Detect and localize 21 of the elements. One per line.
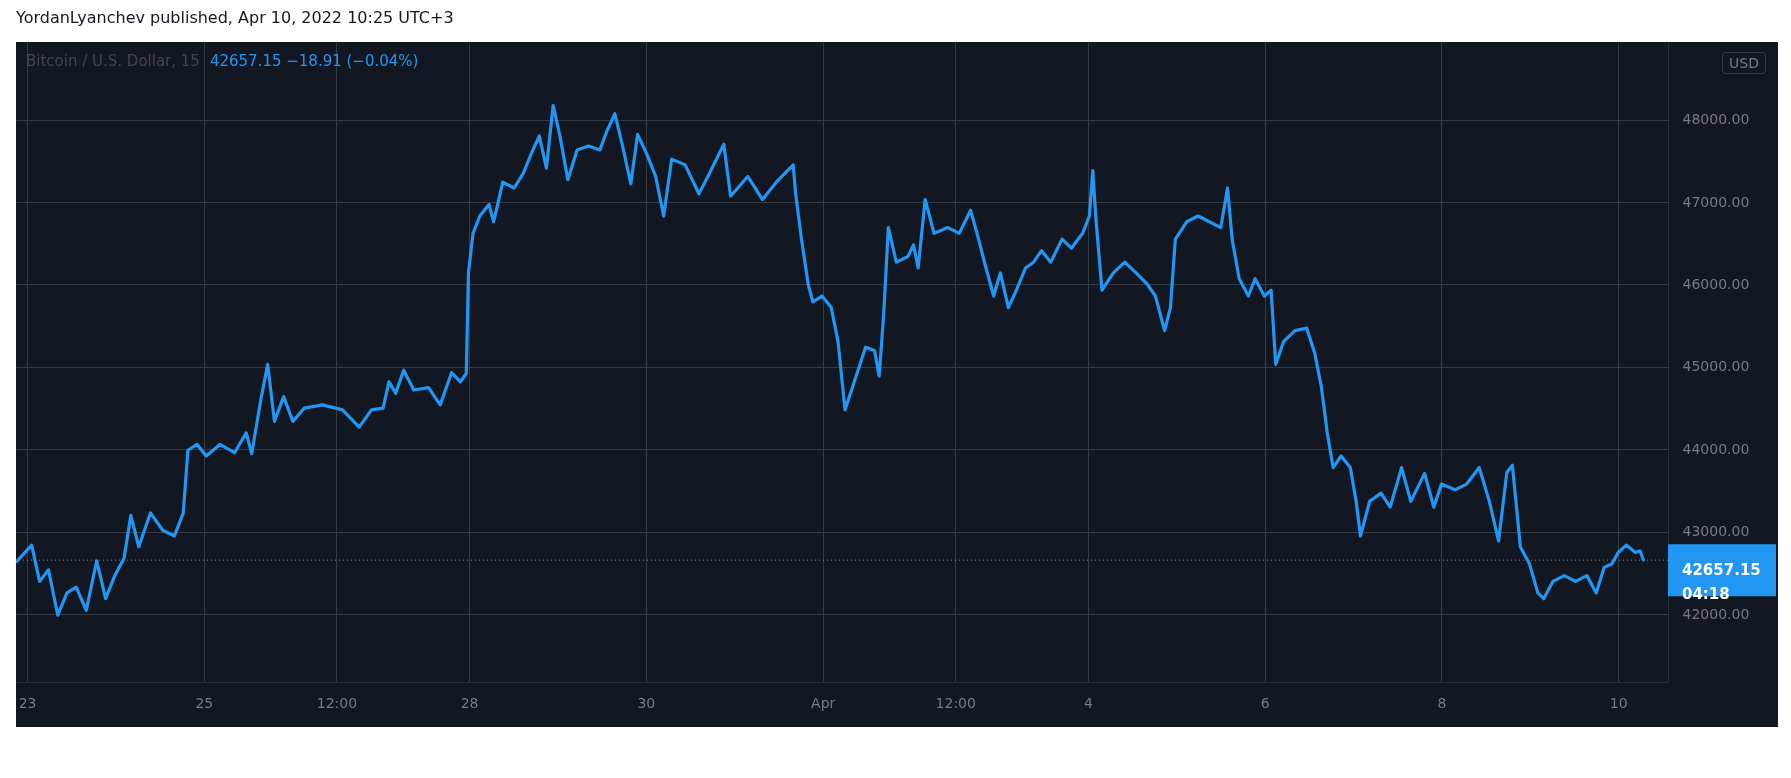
x-tick-label: 8 bbox=[1437, 694, 1447, 711]
y-tick-label: 44000.00 bbox=[1682, 440, 1750, 457]
x-tick-label: 25 bbox=[195, 694, 214, 711]
chart-title: YordanLyanchev published, Apr 10, 2022 10:25 UTC+3 bbox=[16, 8, 454, 27]
x-tick-label: 10 bbox=[1609, 694, 1628, 711]
x-tick-label: 23 bbox=[18, 694, 37, 711]
y-tick-label: 42000.00 bbox=[1682, 605, 1750, 622]
y-tick-label: 43000.00 bbox=[1682, 523, 1750, 540]
y-tick-label: 48000.00 bbox=[1682, 111, 1750, 128]
x-tick-label: 30 bbox=[637, 694, 656, 711]
x-tick-label: 12:00 bbox=[935, 694, 976, 711]
x-tick-label: 28 bbox=[460, 694, 479, 711]
y-tick-label: 45000.00 bbox=[1682, 358, 1750, 375]
x-tick-label: 4 bbox=[1083, 694, 1093, 711]
y-tick-label: 47000.00 bbox=[1682, 193, 1750, 210]
y-tick-label: 46000.00 bbox=[1682, 275, 1750, 292]
y-axis-title: USD bbox=[1722, 52, 1766, 74]
x-tick-label: Apr bbox=[811, 694, 836, 711]
x-tick-label: 12:00 bbox=[316, 694, 358, 711]
x-tick-label: 6 bbox=[1260, 694, 1270, 711]
annotation: 42657.15 −18.91 (−0.04%) bbox=[209, 52, 419, 70]
